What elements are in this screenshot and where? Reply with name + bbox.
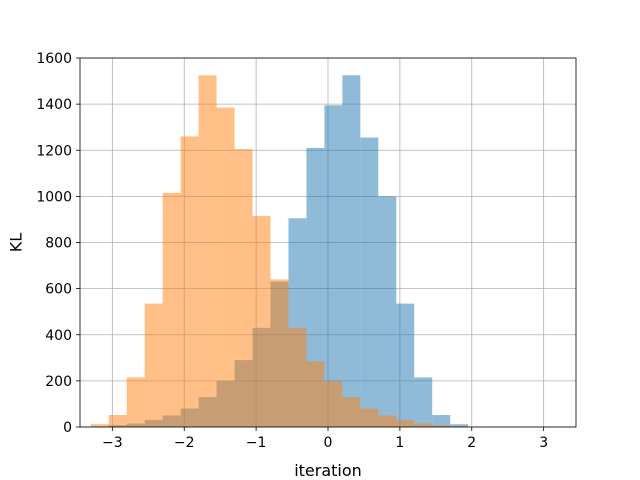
histogram-bar-series-2 — [306, 361, 325, 427]
y-tick-label: 1200 — [36, 143, 72, 159]
ticks-layer: −3 −2 −1 0 1 2 3 0 200 400 600 800 1000 1200 1400 1600 — [36, 51, 548, 451]
histogram-bar-series-2 — [162, 192, 181, 427]
histogram-bar-series-2 — [414, 423, 433, 427]
histogram-bar-series-2 — [432, 425, 451, 427]
x-tick-label: 2 — [467, 435, 476, 451]
histogram-bar-series-1 — [396, 303, 415, 427]
x-tick-label: −2 — [174, 435, 195, 451]
y-axis-label: KL — [7, 233, 26, 252]
y-tick-label: 800 — [45, 236, 72, 252]
y-tick-label: 400 — [45, 328, 72, 344]
histogram-bar-series-2 — [198, 75, 217, 427]
histogram-bar-series-2 — [396, 420, 415, 427]
histogram-bar-series-1 — [378, 196, 397, 427]
histogram-bar-series-2 — [108, 415, 127, 427]
y-tick-label: 200 — [45, 374, 72, 390]
histogram-bar-series-2 — [126, 377, 145, 427]
histogram-bar-series-2 — [252, 215, 271, 427]
histogram-bar-series-2 — [234, 149, 253, 428]
x-tick-label: −3 — [102, 435, 123, 451]
histogram-bar-series-1 — [360, 137, 379, 428]
y-tick-label: 1000 — [36, 189, 72, 205]
y-tick-label: 1400 — [36, 97, 72, 113]
histogram-bar-series-2 — [324, 380, 343, 427]
x-tick-label: 0 — [324, 435, 333, 451]
histogram-bar-series-2 — [144, 303, 163, 427]
x-tick-label: −1 — [246, 435, 267, 451]
histogram-bar-series-2 — [360, 408, 379, 427]
histogram-bar-series-1 — [342, 75, 361, 427]
y-tick-label: 600 — [45, 282, 72, 298]
histogram-bar-series-2 — [342, 397, 361, 427]
histogram-bar-series-2 — [180, 136, 199, 427]
x-tick-label: 1 — [395, 435, 404, 451]
x-tick-label: 3 — [539, 435, 548, 451]
histogram-bar-series-1 — [432, 415, 451, 427]
histogram-bar-series-2 — [216, 107, 235, 427]
histogram-bar-series-2 — [288, 327, 307, 427]
histogram-bar-series-2 — [90, 424, 109, 427]
x-axis-label: iteration — [294, 461, 362, 480]
histogram-bar-series-2 — [270, 279, 289, 427]
histogram-bar-series-2 — [378, 415, 397, 427]
bars-layer — [90, 75, 469, 428]
histogram-bar-series-1 — [450, 424, 469, 427]
histogram-bar-series-1 — [306, 147, 325, 427]
histogram-bar-series-1 — [414, 377, 433, 427]
y-tick-label: 0 — [63, 420, 72, 436]
y-tick-label: 1600 — [36, 51, 72, 67]
histogram-bar-series-1 — [324, 105, 343, 427]
